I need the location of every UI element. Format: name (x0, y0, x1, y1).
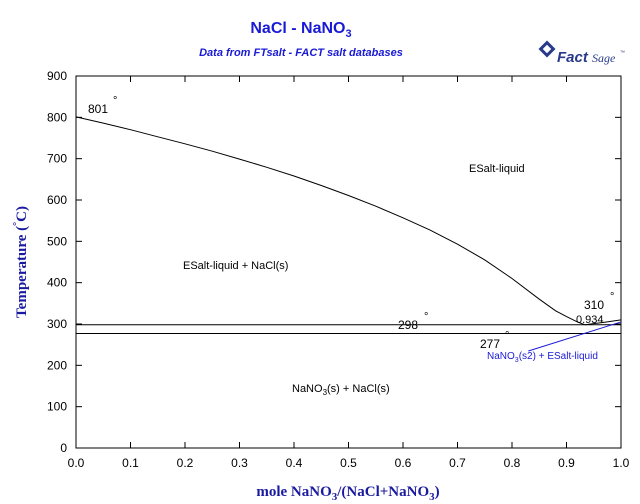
x-tick-label: 0.3 (231, 456, 248, 470)
y-axis-title: Temperature (°C) (12, 206, 30, 318)
region-label-solids: NaNO3(s) + NaCl(s) (292, 383, 390, 397)
region-label-nano3-s2-liquid: NaNO3(s2) + ESalt-liquid (487, 351, 598, 364)
chart-title: NaCl - NaNO3 (250, 20, 351, 40)
degree-mark-298: ° (424, 311, 428, 323)
point-label-310: 310 (584, 298, 604, 312)
series-liquidus (75, 116, 586, 326)
x-tick-label: 0.0 (68, 456, 85, 470)
y-tick-label: 500 (47, 234, 67, 248)
degree-mark-310: ° (610, 291, 614, 303)
logo-text-sage: Sage (592, 51, 616, 65)
point-label-277: 277 (480, 337, 500, 351)
y-tick-label: 700 (47, 152, 67, 166)
point-label-801: 801 (88, 102, 108, 116)
point-label-0934: 0.934 (576, 314, 604, 326)
y-tick-label: 900 (47, 69, 67, 83)
y-tick-label: 0 (60, 441, 67, 455)
y-tick-label: 300 (47, 317, 67, 331)
x-tick-label: 0.5 (340, 456, 357, 470)
axis-ticks: 0.0 0.1 0.2 0.3 0.4 0.5 0.6 0.7 0.8 0.9 1.0 0 100 200… (47, 69, 630, 470)
y-tick-label: 400 (47, 276, 67, 290)
y-tick-label: 200 (47, 358, 67, 372)
x-tick-label: 0.9 (558, 456, 575, 470)
x-tick-label: 0.8 (504, 456, 521, 470)
degree-mark-277: ° (505, 330, 509, 342)
x-tick-label: 0.7 (449, 456, 466, 470)
region-label-liquid: ESalt-liquid (469, 163, 525, 175)
x-axis-title: mole NaNO3/(NaCl+NaNO3) (256, 484, 439, 503)
blue-label-leader (528, 321, 622, 352)
x-tick-label: 0.2 (177, 456, 194, 470)
logo-text-fact: Fact (557, 49, 589, 66)
phase-boundaries (75, 116, 622, 352)
factsage-logo-icon: Fact Sage ™ (538, 40, 625, 66)
region-label-liquid-nacl: ESalt-liquid + NaCl(s) (183, 260, 288, 272)
x-tick-label: 0.4 (286, 456, 303, 470)
y-tick-label: 800 (47, 110, 67, 124)
y-tick-label: 600 (47, 193, 67, 207)
x-tick-label: 0.1 (122, 456, 139, 470)
point-label-298: 298 (398, 318, 418, 332)
logo-trademark: ™ (620, 50, 625, 56)
series-liquidus-nano3 (584, 319, 622, 326)
y-tick-label: 100 (47, 400, 67, 414)
x-tick-label: 1.0 (613, 456, 630, 470)
chart-subtitle: Data from FTsalt - FACT salt databases (199, 47, 403, 59)
degree-mark-801: ° (113, 95, 117, 107)
x-tick-label: 0.6 (395, 456, 412, 470)
